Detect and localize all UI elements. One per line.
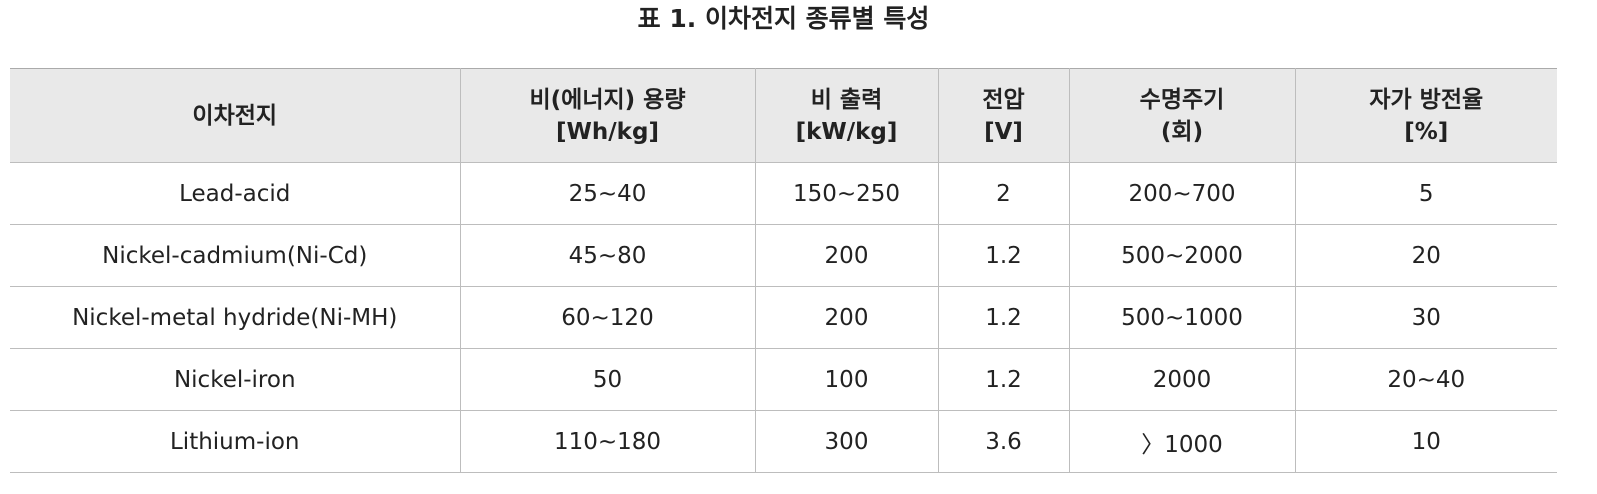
header-text: 자가 방전율 (1369, 86, 1484, 113)
table-cell: 30 (1294, 286, 1557, 349)
table-cell: 200 (754, 224, 938, 287)
header-text: 비(에너지) 용량 (529, 86, 686, 113)
table-cell: Nickel-iron (10, 348, 460, 411)
table-cell: 1.2 (937, 286, 1069, 349)
table-cell: 500~1000 (1068, 286, 1295, 349)
table-cell: 2000 (1068, 348, 1295, 411)
header-cell: 수명주기 (회) (1068, 68, 1295, 163)
header-text: [V] (984, 118, 1023, 145)
table-header: 이차전지 비(에너지) 용량 [Wh/kg] 비 출력 [kW/kg] 전압 [V] 수명주기… (10, 68, 1557, 163)
table-row: Nickel-metal hydride(Ni-MH) 60~120 200 1.2 5… (10, 286, 1557, 349)
table-cell: Lithium-ion (10, 410, 460, 473)
header-text: 이차전지 (192, 102, 278, 129)
header-cell: 비(에너지) 용량 [Wh/kg] (459, 68, 755, 163)
table-cell: 200~700 (1068, 162, 1295, 225)
header-cell: 자가 방전율 [%] (1294, 68, 1557, 163)
table-cell: 50 (459, 348, 755, 411)
header-row: 이차전지 비(에너지) 용량 [Wh/kg] 비 출력 [kW/kg] 전압 [V] 수명주기… (10, 68, 1557, 163)
table-cell: 45~80 (459, 224, 755, 287)
table-cell: 10 (1294, 410, 1557, 473)
header-text: 수명주기 (1139, 86, 1225, 113)
table-cell: Lead-acid (10, 162, 460, 225)
table-row: Nickel-cadmium(Ni-Cd) 45~80 200 1.2 500~2000… (10, 224, 1557, 287)
table-cell: 200 (754, 286, 938, 349)
table-cell: Nickel-cadmium(Ni-Cd) (10, 224, 460, 287)
table-cell: 150~250 (754, 162, 938, 225)
table-cell: 〉1000 (1068, 410, 1295, 473)
table-cell: 2 (937, 162, 1069, 225)
header-cell: 비 출력 [kW/kg] (754, 68, 938, 163)
header-cell: 이차전지 (10, 68, 460, 163)
table-cell: 20 (1294, 224, 1557, 287)
table-cell: 5 (1294, 162, 1557, 225)
table-cell: 1.2 (937, 224, 1069, 287)
header-cell: 전압 [V] (937, 68, 1069, 163)
table-cell: 500~2000 (1068, 224, 1295, 287)
header-text: [Wh/kg] (556, 118, 659, 145)
header-text: (회) (1160, 118, 1204, 145)
table-cell: 1.2 (937, 348, 1069, 411)
table-cell: Nickel-metal hydride(Ni-MH) (10, 286, 460, 349)
table-cell: 60~120 (459, 286, 755, 349)
header-text: 비 출력 (810, 86, 883, 113)
table-cell: 300 (754, 410, 938, 473)
table-title: 표 1. 이차전지 종류별 특성 (637, 4, 930, 33)
table-cell: 20~40 (1294, 348, 1557, 411)
table: 이차전지 비(에너지) 용량 [Wh/kg] 비 출력 [kW/kg] 전압 [V] 수명주기… (10, 68, 1557, 473)
table-body: Lead-acid 25~40 150~250 2 200~700 5 Nickel-cad… (10, 162, 1557, 473)
header-text: [kW/kg] (795, 118, 898, 145)
table-row: Lithium-ion 110~180 300 3.6 〉1000 10 (10, 410, 1557, 473)
table-cell: 25~40 (459, 162, 755, 225)
table-row: Lead-acid 25~40 150~250 2 200~700 5 (10, 162, 1557, 225)
table-row: Nickel-iron 50 100 1.2 2000 20~40 (10, 348, 1557, 411)
table-cell: 110~180 (459, 410, 755, 473)
table-cell: 100 (754, 348, 938, 411)
table-cell: 3.6 (937, 410, 1069, 473)
header-text: 전압 (982, 86, 1025, 113)
header-text: [%] (1404, 118, 1449, 145)
